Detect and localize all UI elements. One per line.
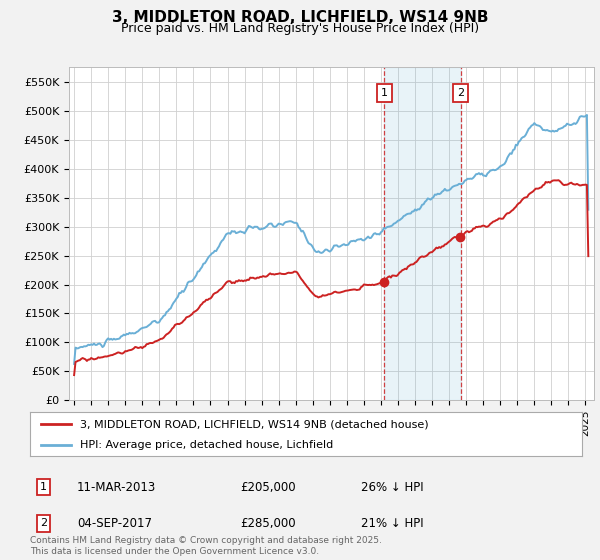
Text: £285,000: £285,000 [240, 517, 295, 530]
Bar [384, 67, 461, 400]
Text: Price paid vs. HM Land Registry's House Price Index (HPI): Price paid vs. HM Land Registry's House … [121, 22, 479, 35]
Text: 26% ↓ HPI: 26% ↓ HPI [361, 481, 424, 494]
Text: 04-SEP-2017: 04-SEP-2017 [77, 517, 152, 530]
Text: 3, MIDDLETON ROAD, LICHFIELD, WS14 9NB: 3, MIDDLETON ROAD, LICHFIELD, WS14 9NB [112, 10, 488, 25]
Text: 1: 1 [380, 88, 388, 98]
Text: 21% ↓ HPI: 21% ↓ HPI [361, 517, 424, 530]
Text: £205,000: £205,000 [240, 481, 295, 494]
Text: HPI: Average price, detached house, Lichfield: HPI: Average price, detached house, Lich… [80, 440, 333, 450]
Text: 11-MAR-2013: 11-MAR-2013 [77, 481, 156, 494]
Text: 2: 2 [457, 88, 464, 98]
Text: 2: 2 [40, 519, 47, 529]
Text: 1: 1 [40, 482, 47, 492]
Text: 3, MIDDLETON ROAD, LICHFIELD, WS14 9NB (detached house): 3, MIDDLETON ROAD, LICHFIELD, WS14 9NB (… [80, 419, 428, 429]
Text: Contains HM Land Registry data © Crown copyright and database right 2025.
This d: Contains HM Land Registry data © Crown c… [30, 536, 382, 556]
